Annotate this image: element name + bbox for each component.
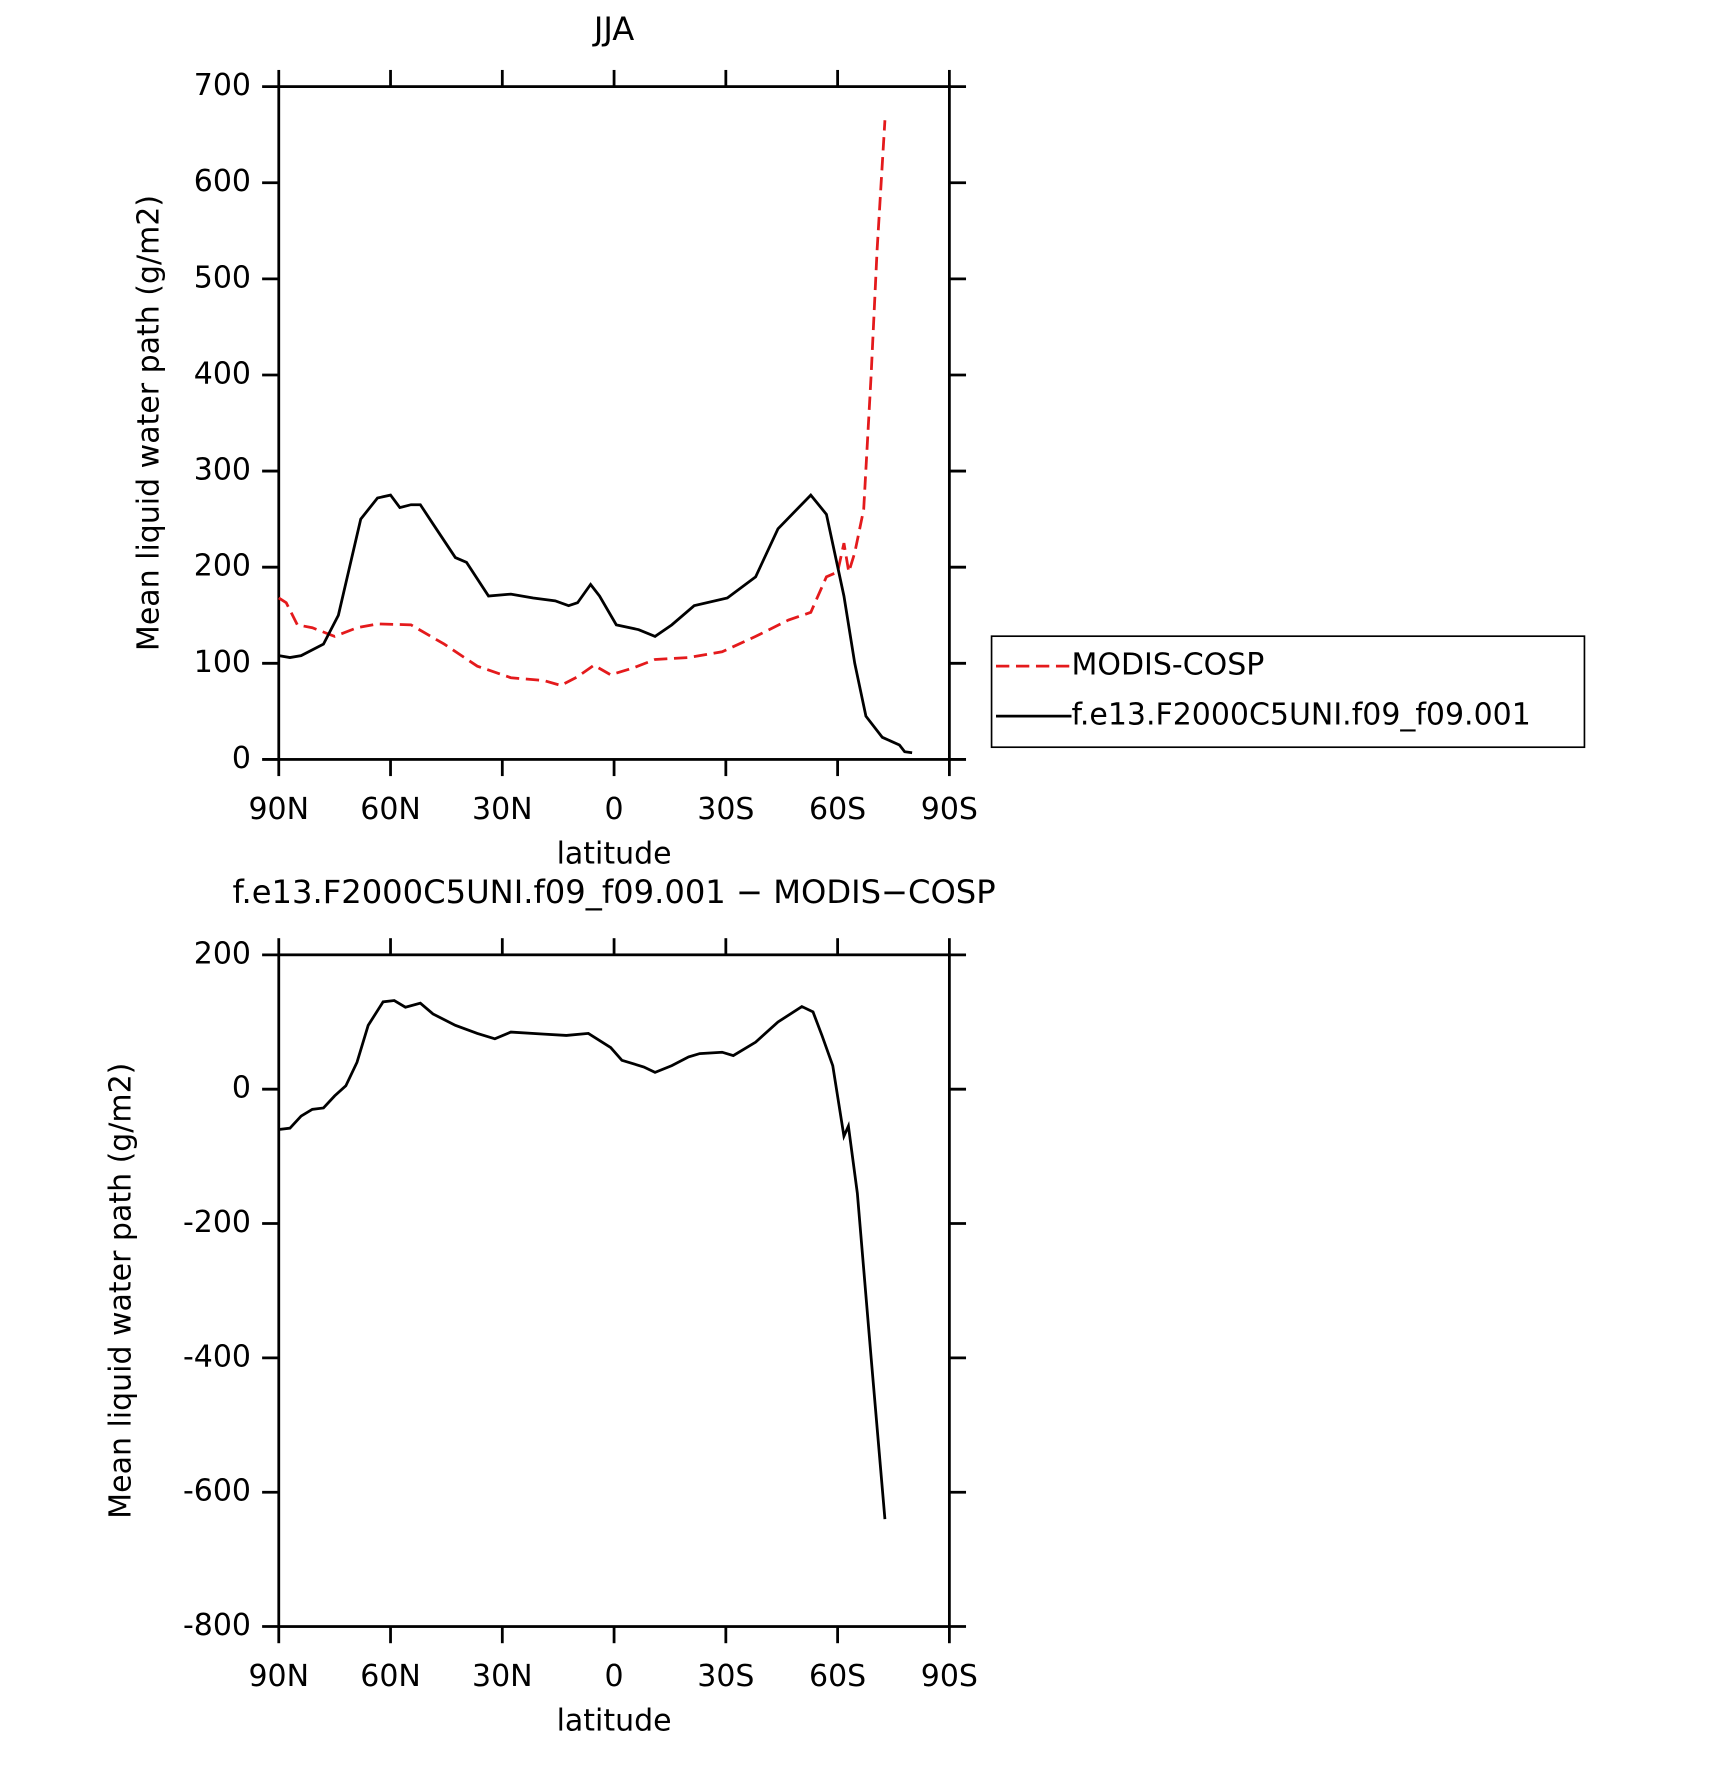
data-line xyxy=(278,493,913,755)
chart-title: f.e13.F2000C5UNI.f09_f09.001 − MODIS−COS… xyxy=(232,873,995,911)
y-tick-label: 500 xyxy=(194,260,251,295)
data-line xyxy=(278,999,887,1520)
y-tick-label: 600 xyxy=(194,164,251,199)
y-tick-label: 100 xyxy=(194,645,251,680)
y-axis-label: Mean liquid water path (g/m2) xyxy=(131,195,166,651)
x-tick-label: 60N xyxy=(360,1659,421,1694)
x-tick-label: 60S xyxy=(809,1659,866,1694)
x-tick-label: 0 xyxy=(605,792,624,827)
y-tick-label: -800 xyxy=(183,1608,251,1643)
x-tick-label: 90N xyxy=(248,792,309,827)
legend-label: MODIS-COSP xyxy=(1072,648,1265,683)
x-tick-label: 90N xyxy=(248,1659,309,1694)
x-tick-label: 60N xyxy=(360,792,421,827)
x-tick-label: 0 xyxy=(605,1659,624,1694)
y-tick-label: 0 xyxy=(232,1071,251,1106)
y-tick-label: -200 xyxy=(183,1205,251,1240)
y-tick-label: 200 xyxy=(194,936,251,971)
x-axis-label: latitude xyxy=(557,836,672,871)
x-tick-label: 30S xyxy=(697,792,754,827)
legend-label: f.e13.F2000C5UNI.f09_f09.001 xyxy=(1072,698,1531,733)
y-tick-label: 300 xyxy=(194,453,251,488)
y-tick-label: 0 xyxy=(232,741,251,776)
chart-title: JJA xyxy=(592,10,634,48)
x-tick-label: 30N xyxy=(472,1659,533,1694)
x-axis-label: latitude xyxy=(557,1704,672,1739)
x-tick-label: 90S xyxy=(921,792,978,827)
legend-box xyxy=(990,635,1586,749)
x-tick-label: 30N xyxy=(472,792,533,827)
y-tick-label: 200 xyxy=(194,549,251,584)
y-tick-label: -400 xyxy=(183,1339,251,1374)
x-tick-label: 30S xyxy=(697,1659,754,1694)
data-line xyxy=(278,120,887,687)
y-tick-label: -600 xyxy=(183,1474,251,1509)
x-tick-label: 90S xyxy=(921,1659,978,1694)
y-axis-label: Mean liquid water path (g/m2) xyxy=(104,1063,139,1519)
y-tick-label: 400 xyxy=(194,356,251,391)
y-tick-label: 700 xyxy=(194,68,251,103)
x-tick-label: 60S xyxy=(809,792,866,827)
